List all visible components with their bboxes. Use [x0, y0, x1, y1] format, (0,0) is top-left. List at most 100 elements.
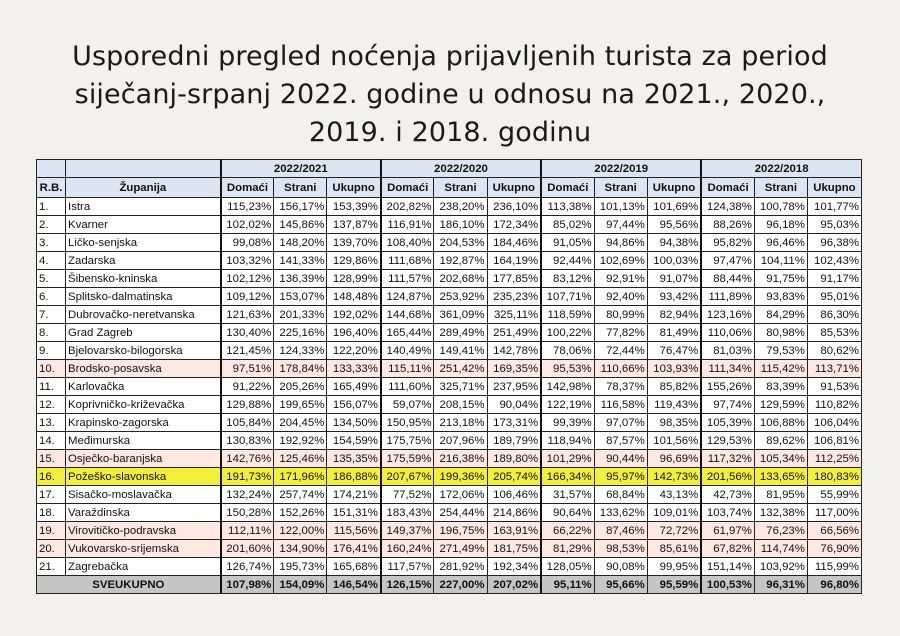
value-cell: 192,34% [486, 557, 542, 576]
value-cell: 186,10% [433, 215, 488, 234]
value-cell: 172,34% [486, 215, 542, 234]
value-cell: 142,76% [219, 449, 275, 468]
value-cell: 99,95% [646, 557, 702, 576]
value-cell: 281,92% [433, 557, 488, 576]
row-number: 21. [35, 557, 67, 576]
table-row: 11. Karlovačka 91,22% 205,26% 165,49% 111,60%… [35, 377, 863, 396]
value-cell: 86,30% [806, 305, 863, 324]
value-cell: 99,08% [219, 233, 275, 252]
value-cell: 142,78% [486, 341, 542, 360]
value-cell: 105,34% [753, 449, 808, 468]
value-cell: 72,44% [593, 341, 648, 360]
header-rb: R.B. [35, 177, 67, 198]
value-cell: 124,87% [379, 287, 435, 306]
value-cell: 216,38% [433, 449, 488, 468]
header-domaci: Domaći [379, 177, 435, 198]
county-name: Karlovačka [65, 377, 222, 396]
header-row-periods: 2022/2021 2022/2020 2022/2019 2022/2018 [35, 159, 863, 178]
row-number: 7. [35, 305, 67, 324]
value-cell: 205,26% [273, 377, 328, 396]
value-cell: 237,95% [486, 377, 542, 396]
value-cell: 95,53% [540, 359, 595, 378]
value-cell: 122,19% [540, 395, 595, 414]
value-cell: 101,29% [540, 449, 595, 468]
value-cell: 88,26% [700, 215, 755, 234]
value-cell: 91,17% [806, 269, 863, 288]
header-blank-rb [35, 159, 67, 178]
value-cell: 76,90% [806, 539, 863, 558]
table-row: 10. Brodsko-posavska 97,51% 178,84% 133,33% 1… [35, 359, 863, 378]
county-name: Međimurska [65, 431, 222, 450]
value-cell: 81,95% [753, 485, 808, 504]
table-row: 19. Virovitičko-podravska 112,11% 122,00% 11… [35, 521, 863, 540]
value-cell: 202,82% [379, 197, 435, 216]
table-row: 12. Koprivničko-križevačka 129,88% 199,65% 1… [35, 395, 863, 414]
value-cell: 141,33% [273, 251, 328, 270]
value-cell: 68,84% [593, 485, 648, 504]
value-cell: 142,73% [646, 467, 702, 486]
value-cell: 175,59% [379, 449, 435, 468]
row-number: 6. [35, 287, 67, 306]
value-cell: 91,75% [753, 269, 808, 288]
row-number: 15. [35, 449, 67, 468]
value-cell: 115,23% [219, 197, 275, 216]
value-cell: 95,03% [806, 215, 863, 234]
value-cell: 94,38% [646, 233, 702, 252]
value-cell: 85,61% [646, 539, 702, 558]
value-cell: 76,47% [646, 341, 702, 360]
header-domaci: Domaći [540, 177, 595, 198]
value-cell: 121,63% [219, 305, 275, 324]
value-cell: 122,00% [273, 521, 328, 540]
value-cell: 257,74% [273, 485, 328, 504]
value-cell: 151,31% [326, 503, 382, 522]
value-cell: 66,22% [540, 521, 595, 540]
header-period: 2022/2020 [379, 159, 542, 178]
value-cell: 82,94% [646, 305, 702, 324]
value-cell: 55,99% [806, 485, 863, 504]
value-cell: 43,13% [646, 485, 702, 504]
header-strani: Strani [593, 177, 648, 198]
value-cell: 129,86% [326, 251, 382, 270]
value-cell: 325,71% [433, 377, 488, 396]
value-cell: 81,49% [646, 323, 702, 342]
value-cell: 91,53% [806, 377, 863, 396]
value-cell: 169,35% [486, 359, 542, 378]
value-cell: 180,83% [806, 467, 863, 486]
total-cell: 100,53% [700, 575, 755, 594]
value-cell: 156,17% [273, 197, 328, 216]
value-cell: 85,02% [540, 215, 595, 234]
row-number: 13. [35, 413, 67, 432]
row-number: 11. [35, 377, 67, 396]
value-cell: 110,82% [806, 395, 863, 414]
county-name: Brodsko-posavska [65, 359, 222, 378]
value-cell: 95,82% [700, 233, 755, 252]
value-cell: 129,88% [219, 395, 275, 414]
table-row: 16. Požeško-slavonska 191,73% 171,96% 186,88… [35, 467, 863, 486]
table-row: 9. Bjelovarsko-bilogorska 121,45% 124,33% 12… [35, 341, 863, 360]
row-number: 17. [35, 485, 67, 504]
header-strani: Strani [753, 177, 808, 198]
value-cell: 94,86% [593, 233, 648, 252]
value-cell: 105,84% [219, 413, 275, 432]
value-cell: 207,96% [433, 431, 488, 450]
value-cell: 102,02% [219, 215, 275, 234]
value-cell: 121,45% [219, 341, 275, 360]
value-cell: 271,49% [433, 539, 488, 558]
value-cell: 154,59% [326, 431, 382, 450]
header-period: 2022/2018 [700, 159, 863, 178]
value-cell: 254,44% [433, 503, 488, 522]
page-title: Usporedni pregled noćenja prijavljenih t… [40, 38, 860, 152]
value-cell: 90,44% [593, 449, 648, 468]
value-cell: 80,99% [593, 305, 648, 324]
row-number: 14. [35, 431, 67, 450]
value-cell: 149,41% [433, 341, 488, 360]
value-cell: 145,86% [273, 215, 328, 234]
value-cell: 87,46% [593, 521, 648, 540]
value-cell: 89,62% [753, 431, 808, 450]
value-cell: 165,49% [326, 377, 382, 396]
value-cell: 124,38% [700, 197, 755, 216]
value-cell: 199,65% [273, 395, 328, 414]
value-cell: 66,56% [806, 521, 863, 540]
value-cell: 90,08% [593, 557, 648, 576]
value-cell: 117,00% [806, 503, 863, 522]
